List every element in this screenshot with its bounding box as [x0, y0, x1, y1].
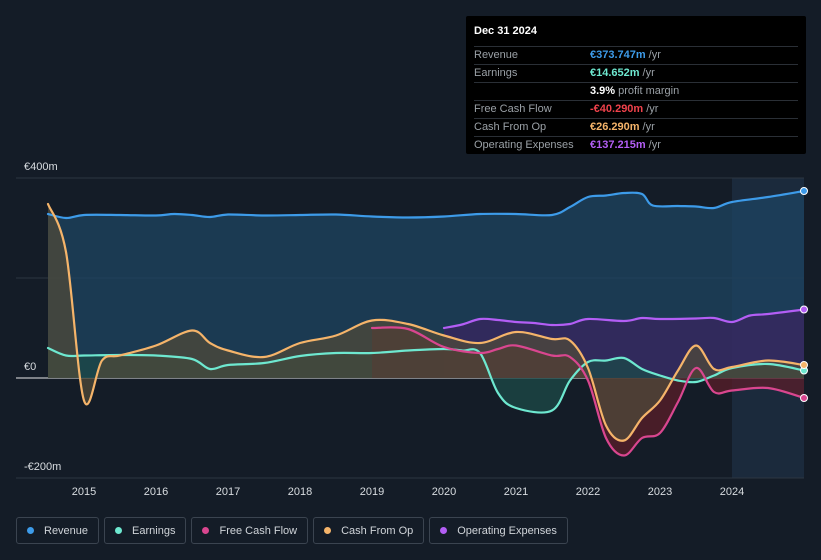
tooltip-row-free-cash-flow: Free Cash Flow -€40.290m /yr — [474, 101, 798, 119]
free-cash-flow-line — [370, 326, 806, 457]
tooltip-value: -€40.290m — [590, 103, 644, 115]
x-tick-label: 2020 — [432, 486, 456, 498]
x-tick-label: 2022 — [576, 486, 600, 498]
tooltip-row-operating-expenses: Operating Expenses €137.215m /yr — [474, 137, 798, 154]
tooltip-row-earnings: Earnings €14.652m /yr — [474, 65, 798, 83]
tooltip-row-cash-from-op: Cash From Op €26.290m /yr — [474, 119, 798, 137]
legend-item-cash-from-op[interactable]: Cash From Op — [313, 517, 425, 544]
x-tick-label: 2015 — [72, 486, 96, 498]
axis-labels: €400m €0 -€200m 2015 2016 2017 2018 2019 2020 202… — [24, 161, 744, 498]
tooltip-value: €14.652m — [590, 67, 640, 79]
tooltip-label: Free Cash Flow — [474, 103, 552, 115]
legend-label: Free Cash Flow — [219, 524, 298, 537]
tooltip-value: €137.215m — [590, 139, 646, 151]
series-end-markers — [800, 187, 808, 402]
legend-label: Revenue — [44, 524, 89, 537]
tooltip-unit: /yr — [648, 139, 661, 151]
legend: Revenue Earnings Free Cash Flow Cash Fro… — [16, 517, 573, 544]
tooltip-unit: /yr — [642, 121, 655, 133]
tooltip-unit: /yr — [648, 49, 661, 61]
legend-dot-icon — [324, 527, 332, 534]
legend-item-earnings[interactable]: Earnings — [104, 517, 187, 544]
tooltip-value: 3.9% — [590, 85, 616, 97]
x-tick-label: 2018 — [288, 486, 312, 498]
tooltip-unit: /yr — [646, 103, 659, 115]
tooltip-panel: Dec 31 2024 Revenue €373.747m /yr Earnin… — [466, 16, 806, 154]
cash-from-op-end-marker — [800, 361, 808, 369]
revenue-line — [46, 189, 806, 220]
y-tick-label: €0 — [24, 361, 36, 373]
legend-label: Operating Expenses — [457, 524, 557, 537]
legend-dot-icon — [440, 527, 448, 534]
x-tick-label: 2023 — [648, 486, 672, 498]
cash-from-op-line — [46, 202, 806, 442]
revenue-end-marker — [800, 187, 808, 195]
operating-expenses-line — [442, 308, 806, 330]
legend-dot-icon — [27, 527, 34, 534]
legend-item-operating-expenses[interactable]: Operating Expenses — [429, 517, 568, 544]
y-tick-label: -€200m — [24, 461, 61, 473]
free-cash-flow-end-marker — [800, 394, 808, 402]
tooltip-label: Earnings — [474, 67, 518, 79]
series-lines — [46, 189, 806, 457]
x-tick-label: 2024 — [720, 486, 744, 498]
tooltip-date: Dec 31 2024 — [474, 24, 798, 47]
x-tick-label: 2016 — [144, 486, 168, 498]
legend-item-revenue[interactable]: Revenue — [16, 517, 100, 544]
tooltip-value: €373.747m — [590, 49, 646, 61]
tooltip-unit: profit margin — [618, 85, 680, 97]
cash-from-op-area — [48, 204, 804, 441]
legend-label: Cash From Op — [341, 524, 414, 537]
tooltip-row-profit-margin: 3.9% profit margin — [474, 83, 798, 101]
tooltip-label: Cash From Op — [474, 121, 547, 133]
tooltip-unit: /yr — [642, 67, 655, 79]
series-areas — [48, 191, 804, 456]
tooltip-row-revenue: Revenue €373.747m /yr — [474, 47, 798, 65]
x-tick-label: 2021 — [504, 486, 528, 498]
y-tick-label: €400m — [24, 161, 58, 173]
tooltip-label: Revenue — [474, 49, 519, 61]
legend-dot-icon — [202, 527, 210, 534]
tooltip-label: Operating Expenses — [474, 139, 574, 151]
legend-item-free-cash-flow[interactable]: Free Cash Flow — [191, 517, 309, 544]
x-tick-label: 2017 — [216, 486, 240, 498]
earnings-area — [48, 348, 804, 413]
tooltip-value: €26.290m — [590, 121, 640, 133]
legend-label: Earnings — [132, 524, 176, 537]
x-tick-label: 2019 — [360, 486, 384, 498]
operating-expenses-end-marker — [800, 305, 808, 314]
tooltip-label — [474, 83, 590, 100]
legend-dot-icon — [115, 527, 123, 534]
